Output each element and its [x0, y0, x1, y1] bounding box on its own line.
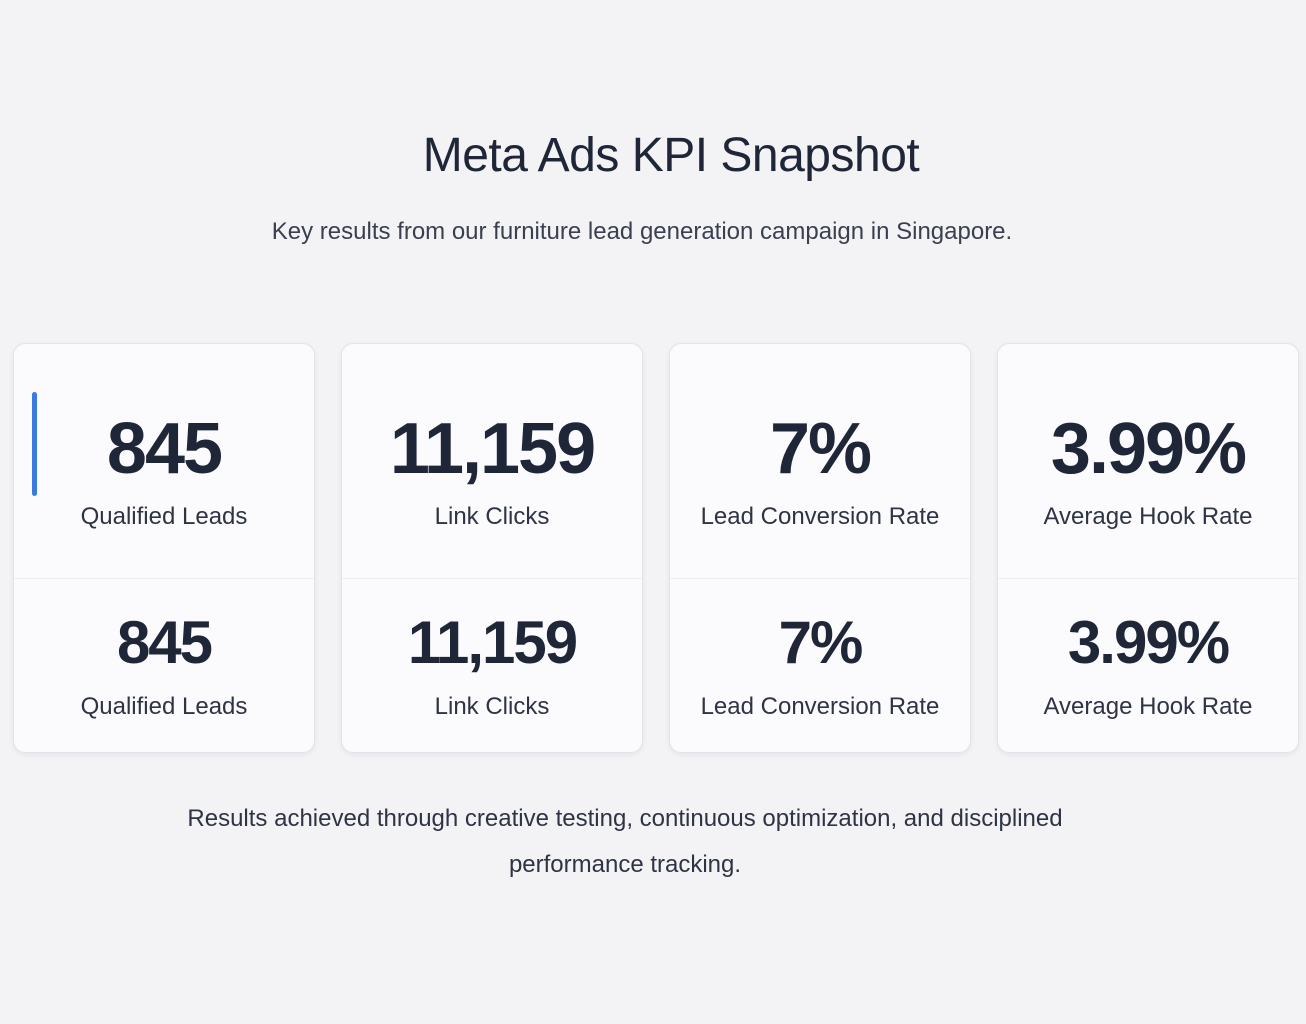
kpi-value: 11,159: [389, 409, 596, 489]
kpi-card-link-clicks: 11,159 Link Clicks 11,159 Link Clicks: [341, 343, 643, 753]
kpi-metric-primary: 3.99% Average Hook Rate: [998, 406, 1298, 532]
kpi-metric-primary: 11,159 Link Clicks: [342, 406, 642, 532]
kpi-card-lead-conversion-rate: 7% Lead Conversion Rate 7% Lead Conversi…: [669, 343, 971, 753]
accent-bar: [32, 392, 37, 496]
kpi-value: 7%: [778, 609, 864, 676]
kpi-label: Average Hook Rate: [1043, 693, 1253, 720]
kpi-label: Average Hook Rate: [1043, 503, 1253, 530]
kpi-label: Lead Conversion Rate: [700, 503, 940, 530]
kpi-label: Link Clicks: [434, 693, 550, 720]
kpi-label: Link Clicks: [434, 503, 550, 530]
kpi-metric-secondary: 11,159 Link Clicks: [342, 606, 642, 722]
page-title: Meta Ads KPI Snapshot: [422, 129, 920, 182]
kpi-metric-secondary: 3.99% Average Hook Rate: [998, 606, 1298, 722]
kpi-metric-secondary: 845 Qualified Leads: [14, 606, 314, 722]
card-divider: [342, 578, 642, 579]
kpi-value: 7%: [769, 409, 872, 489]
card-divider: [670, 578, 970, 579]
kpi-value: 3.99%: [1050, 409, 1247, 489]
kpi-label: Lead Conversion Rate: [700, 693, 940, 720]
page-subtitle: Key results from our furniture lead gene…: [271, 218, 1013, 245]
kpi-metric-primary: 7% Lead Conversion Rate: [670, 406, 970, 532]
card-divider: [14, 578, 314, 579]
kpi-value: 11,159: [407, 609, 578, 676]
kpi-card-average-hook-rate: 3.99% Average Hook Rate 3.99% Average Ho…: [997, 343, 1299, 753]
kpi-card-qualified-leads: 845 Qualified Leads 845 Qualified Leads: [13, 343, 315, 753]
kpi-label: Qualified Leads: [80, 503, 248, 530]
kpi-metric-secondary: 7% Lead Conversion Rate: [670, 606, 970, 722]
kpi-value: 3.99%: [1067, 609, 1230, 676]
kpi-label: Qualified Leads: [80, 693, 248, 720]
kpi-value: 845: [106, 409, 223, 489]
card-divider: [998, 578, 1298, 579]
footer-text: Results achieved through creative testin…: [187, 805, 1063, 878]
kpi-cards: 845 Qualified Leads 845 Qualified Leads …: [13, 343, 1299, 753]
kpi-metric-primary: 845 Qualified Leads: [14, 406, 314, 532]
kpi-value: 845: [116, 609, 213, 676]
